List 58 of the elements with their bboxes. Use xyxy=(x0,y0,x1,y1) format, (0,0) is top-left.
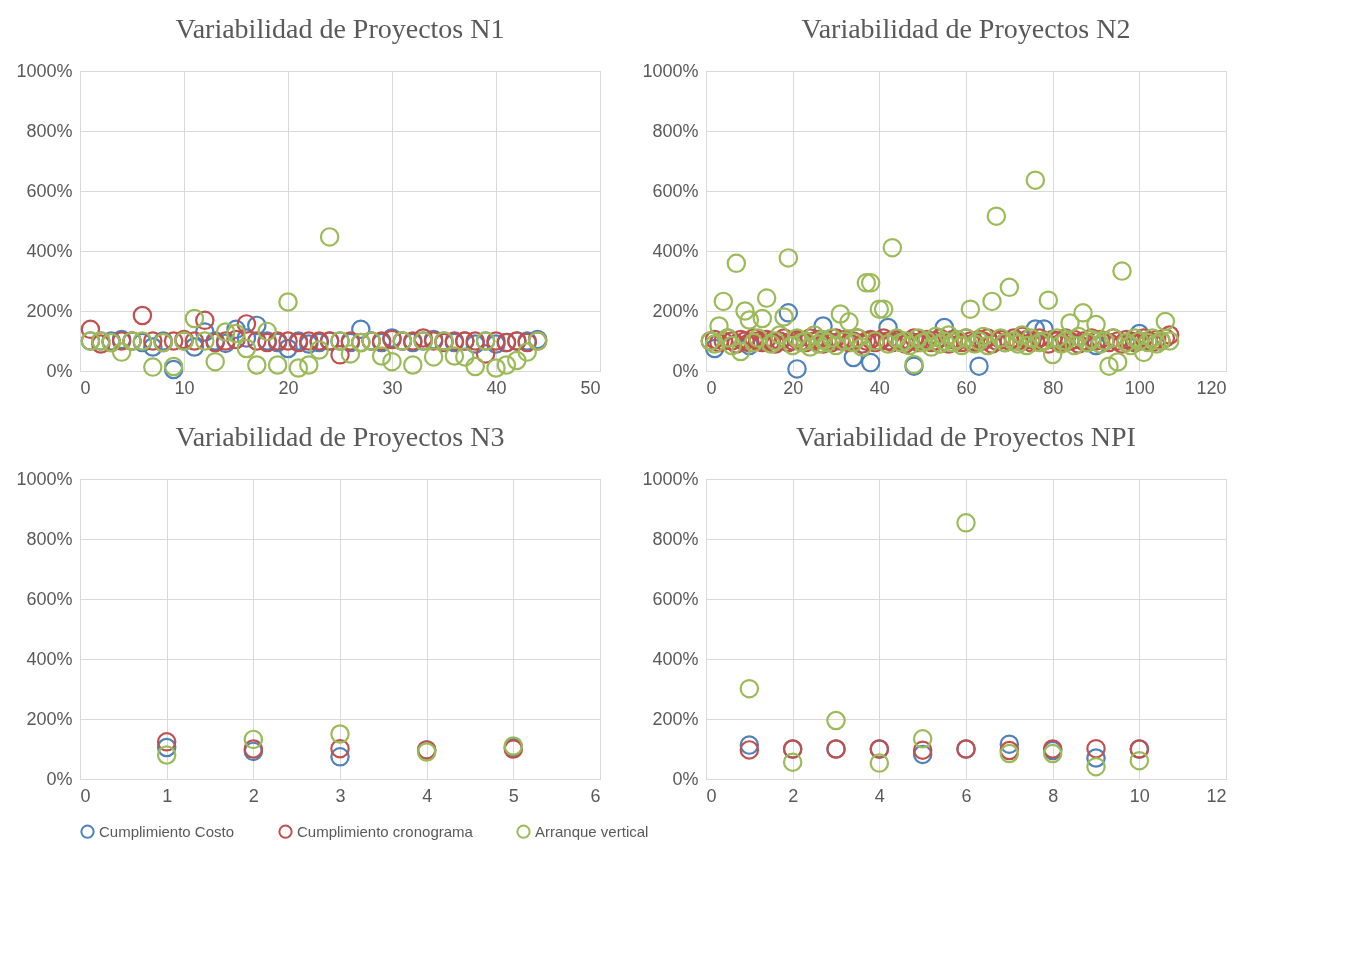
y-tick-label: 400% xyxy=(26,240,73,261)
y-tick-label: 800% xyxy=(652,528,699,549)
chart-title: Variabilidad de Proyectos NPI xyxy=(796,421,1136,452)
y-tick-label: 400% xyxy=(26,648,73,669)
x-tick-label: 20 xyxy=(783,377,804,398)
y-tick-label: 400% xyxy=(652,648,699,669)
x-tick-label: 8 xyxy=(1048,785,1059,806)
y-tick-label: 0% xyxy=(46,768,73,789)
x-tick-label: 0 xyxy=(80,785,91,806)
legend-label: Cumplimiento Costo xyxy=(99,822,235,840)
y-tick-label: 200% xyxy=(26,708,73,729)
x-tick-label: 5 xyxy=(508,785,519,806)
x-tick-label: 100 xyxy=(1124,377,1155,398)
x-tick-label: 0 xyxy=(80,377,91,398)
y-tick-label: 0% xyxy=(672,768,699,789)
x-tick-label: 4 xyxy=(422,785,433,806)
x-tick-label: 2 xyxy=(788,785,799,806)
chart-title: Variabilidad de Proyectos N1 xyxy=(175,13,505,44)
x-tick-label: 3 xyxy=(335,785,346,806)
y-tick-label: 800% xyxy=(652,120,699,141)
y-tick-label: 600% xyxy=(652,588,699,609)
y-tick-label: 600% xyxy=(652,180,699,201)
x-tick-label: 0 xyxy=(706,377,717,398)
x-tick-label: 4 xyxy=(874,785,885,806)
legend-label: Cumplimiento cronograma xyxy=(297,822,474,840)
y-tick-label: 200% xyxy=(652,300,699,321)
x-tick-label: 6 xyxy=(590,785,601,806)
y-tick-label: 800% xyxy=(26,120,73,141)
x-tick-label: 10 xyxy=(174,377,195,398)
x-tick-label: 80 xyxy=(1043,377,1064,398)
x-tick-label: 30 xyxy=(382,377,403,398)
y-tick-label: 200% xyxy=(26,300,73,321)
y-tick-label: 1000% xyxy=(642,468,699,489)
y-tick-label: 0% xyxy=(672,360,699,381)
y-tick-label: 600% xyxy=(26,180,73,201)
x-tick-label: 20 xyxy=(278,377,299,398)
x-tick-label: 2 xyxy=(248,785,259,806)
chart-title: Variabilidad de Proyectos N3 xyxy=(175,421,505,452)
chart-title: Variabilidad de Proyectos N2 xyxy=(801,13,1131,44)
x-tick-label: 10 xyxy=(1129,785,1150,806)
y-tick-label: 1000% xyxy=(16,468,73,489)
y-tick-label: 1000% xyxy=(642,60,699,81)
x-tick-label: 6 xyxy=(961,785,972,806)
x-tick-label: 0 xyxy=(706,785,717,806)
x-tick-label: 120 xyxy=(1196,377,1227,398)
y-tick-label: 0% xyxy=(46,360,73,381)
legend-label: Arranque vertical xyxy=(535,822,649,840)
x-tick-label: 1 xyxy=(162,785,173,806)
x-tick-label: 12 xyxy=(1206,785,1227,806)
y-tick-label: 1000% xyxy=(16,60,73,81)
x-tick-label: 50 xyxy=(580,377,601,398)
y-tick-label: 800% xyxy=(26,528,73,549)
y-tick-label: 400% xyxy=(652,240,699,261)
x-tick-label: 40 xyxy=(486,377,507,398)
y-tick-label: 600% xyxy=(26,588,73,609)
x-tick-label: 60 xyxy=(956,377,977,398)
y-tick-label: 200% xyxy=(652,708,699,729)
x-tick-label: 40 xyxy=(869,377,890,398)
